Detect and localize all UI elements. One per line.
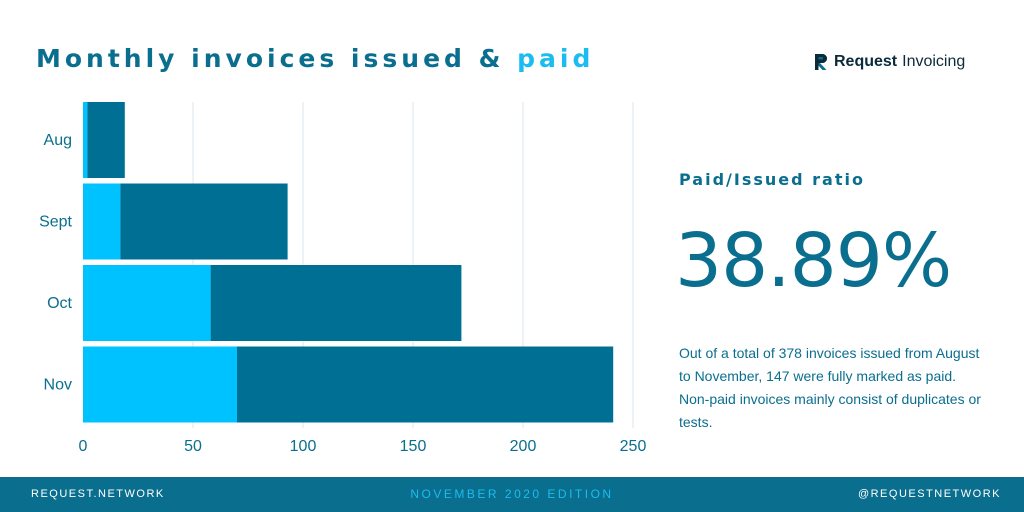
x-tick-label-150: 150 (400, 438, 427, 455)
ratio-description: Out of a total of 378 invoices issued fr… (679, 345, 981, 430)
bar-aug-segment-1 (83, 102, 88, 178)
title-accent: paid (517, 44, 595, 73)
ratio-label: Paid/Issued ratio (679, 170, 865, 189)
x-tick-label-100: 100 (290, 438, 317, 455)
footer-website[interactable]: REQUEST.NETWORK (31, 488, 165, 500)
footer-edition: NOVEMBER 2020 EDITION (410, 487, 614, 501)
bar-oct-segment-2 (210, 265, 462, 341)
bar-nov-segment-1 (83, 346, 237, 423)
category-label-sept: Sept (39, 214, 72, 231)
x-tick-label-250: 250 (620, 438, 647, 455)
footer-bar: REQUEST.NETWORK NOVEMBER 2020 EDITION @R… (0, 477, 1024, 512)
brand-subtitle: Invoicing (902, 53, 966, 70)
bar-sept-segment-1 (83, 183, 121, 260)
category-label-aug: Aug (44, 132, 72, 149)
category-label-oct: Oct (47, 295, 72, 312)
x-tick-label-200: 200 (510, 438, 537, 455)
title-main: Monthly invoices issued & (36, 44, 505, 73)
x-tick-label-50: 50 (184, 438, 202, 455)
brand-name: Request (834, 53, 898, 70)
bar-oct-segment-1 (83, 265, 211, 341)
category-label-nov: Nov (44, 377, 72, 394)
bar-nov-segment-2 (237, 346, 614, 423)
request-logo-icon (815, 54, 827, 70)
brand-logo: Request Invoicing (814, 53, 965, 71)
bar-chart: Aug Sept Oct Nov 0 50 100 150 200 250 (39, 102, 647, 455)
chart-title: Monthly invoices issued & paid (36, 44, 594, 73)
footer-social-handle[interactable]: @REQUESTNETWORK (857, 488, 1001, 500)
bar-aug-segment-2 (87, 102, 125, 178)
x-tick-label-0: 0 (79, 438, 88, 455)
ratio-value: 38.89% (675, 218, 952, 304)
bar-sept-segment-2 (120, 183, 288, 260)
